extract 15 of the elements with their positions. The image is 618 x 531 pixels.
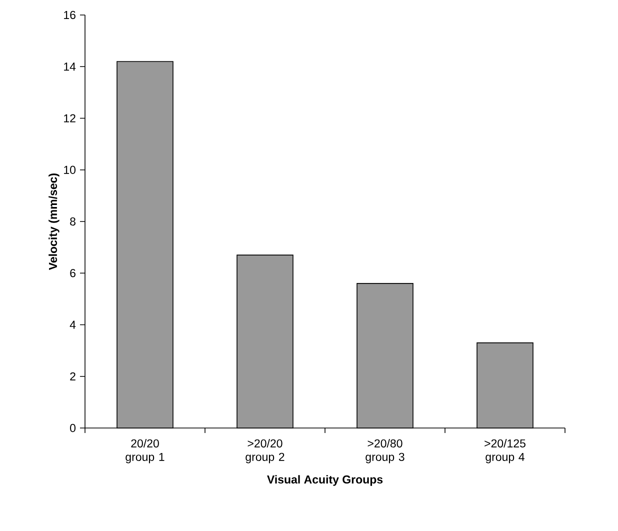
y-tick-label: 14 xyxy=(64,62,76,71)
y-axis-title: Velocity (mm/sec) xyxy=(48,174,60,270)
y-tick-label: 10 xyxy=(64,166,76,174)
x-tick-label: >20/80 group 3 xyxy=(366,439,404,464)
x-axis-title: Visual Acuity Groups xyxy=(267,475,383,486)
x-tick-label: >20/20 group 2 xyxy=(246,439,284,464)
x-tick-label: >20/125 group 4 xyxy=(484,439,526,464)
y-tick-label: 6 xyxy=(70,269,76,278)
y-tick-label: 8 xyxy=(70,217,76,226)
x-tick-label: 20/20 group 1 xyxy=(126,439,164,464)
y-tick-label: 2 xyxy=(70,372,76,380)
y-tick-label: 0 xyxy=(70,424,76,432)
y-tick-label: 16 xyxy=(64,10,76,20)
y-tick-label: 12 xyxy=(64,114,76,122)
y-tick-label: 4 xyxy=(70,320,76,329)
